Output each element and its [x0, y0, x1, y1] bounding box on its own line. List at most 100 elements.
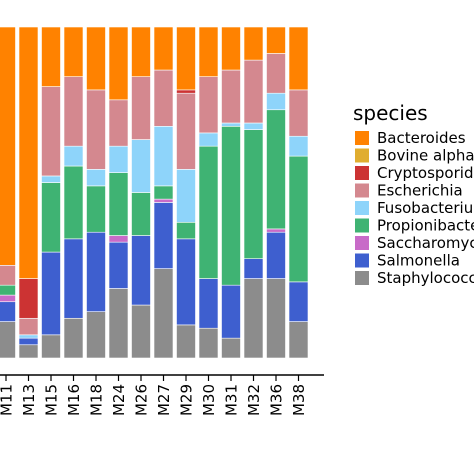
bar-segment-m18-escherichia: [86, 89, 106, 170]
bar-segment-m36-escherichia: [266, 53, 286, 94]
bar-segment-m30-bacteroides: [198, 26, 219, 77]
bar-segment-m27-escherichia: [153, 69, 174, 127]
legend-swatch-salmonella: [355, 253, 369, 268]
bar-segment-m27-saccharomyces: [153, 198, 174, 203]
bar-segment-m11-salmonella: [0, 301, 16, 322]
bar-segment-m32-bacteroides: [243, 26, 264, 61]
legend-title: species: [353, 101, 428, 125]
bar-segment-m29-escherichia: [176, 92, 196, 170]
x-tick-label-m24: M24: [110, 384, 128, 416]
bar-segment-m18-fusobacterium: [86, 169, 106, 187]
bar-segment-m36-propionibacterium: [266, 109, 286, 230]
legend-label-escherichia: Escherichia: [377, 182, 463, 200]
legend-label-propionibacterium: Propionibacterium: [377, 217, 474, 235]
bar-segment-m11-saccharomyces: [0, 294, 16, 303]
bar-segment-m30-fusobacterium: [198, 132, 219, 147]
legend-swatch-propionibacterium: [355, 218, 369, 233]
legend-swatch-bovine-alphaherpesvirus: [355, 148, 369, 163]
x-tick-label-m32: M32: [245, 384, 263, 416]
bars-group: [0, 26, 309, 359]
bar-segment-m27-bacteroides: [153, 26, 174, 71]
bar-segment-m27-propionibacterium: [153, 185, 174, 200]
bar-segment-m16-staphylococcus: [63, 317, 84, 359]
bar-segment-m36-bacteroides: [266, 26, 286, 54]
x-ticks-group: M11 M13 M15 M16 M18 M24 M26 M27 M29 M30 M31 M32 M36 M…: [0, 375, 308, 416]
bar-segment-m36-salmonella: [266, 231, 286, 279]
bar-segment-m15-staphylococcus: [41, 334, 61, 359]
x-tick-label-m31: M31: [223, 384, 241, 416]
x-tick-label-m29: M29: [178, 384, 196, 416]
bar-segment-m30-staphylococcus: [198, 327, 219, 359]
bar-segment-m15-propionibacterium: [41, 182, 61, 253]
x-tick-label-m11: M11: [0, 384, 16, 416]
bar-segment-m32-escherichia: [243, 59, 264, 124]
bar-segment-m24-bacteroides: [108, 26, 129, 101]
bar-segment-m27-staphylococcus: [153, 268, 174, 359]
legend-swatch-escherichia: [355, 183, 369, 198]
bar-segment-m38-fusobacterium: [288, 135, 309, 157]
bar-segment-m13-bacteroides: [18, 26, 39, 279]
legend-label-bovine-alphaherpesvirus: Bovine alphaherpesvirus: [377, 147, 474, 165]
bar-segment-m38-bacteroides: [288, 26, 309, 91]
bar-segment-m13-cryptosporidium: [18, 278, 39, 319]
bar-segment-m18-propionibacterium: [86, 185, 106, 233]
bar-segment-m11-escherichia: [0, 265, 16, 286]
bar-segment-m15-salmonella: [41, 251, 61, 336]
x-tick-label-m16: M16: [65, 384, 83, 416]
bar-segment-m26-propionibacterium: [131, 192, 151, 236]
bar-segment-m11-staphylococcus: [0, 321, 16, 359]
x-tick-label-m13: M13: [20, 384, 38, 416]
bar-segment-m27-salmonella: [153, 202, 174, 269]
legend-swatch-cryptosporidium: [355, 166, 369, 180]
bar-segment-m16-fusobacterium: [63, 145, 84, 167]
bar-segment-m29-fusobacterium: [176, 169, 196, 223]
bar-segment-m15-fusobacterium: [41, 175, 61, 183]
bar-segment-m13-escherichia: [18, 317, 39, 336]
x-tick-label-m26: M26: [133, 384, 151, 416]
bar-segment-m18-staphylococcus: [86, 311, 106, 359]
bar-segment-m16-propionibacterium: [63, 165, 84, 240]
bar-segment-m13-fusobacterium: [18, 334, 39, 339]
bar-segment-m36-staphylococcus: [266, 278, 286, 359]
bar-segment-m31-salmonella: [221, 284, 241, 339]
legend-label-saccharomyces: Saccharomyces: [377, 234, 474, 252]
x-tick-label-m30: M30: [200, 384, 218, 416]
bar-segment-m38-staphylococcus: [288, 321, 309, 359]
bar-segment-m31-fusobacterium: [221, 122, 241, 127]
legend-label-staphylococcus: Staphylococcus: [377, 269, 474, 287]
bar-segment-m15-bacteroides: [41, 26, 61, 87]
bar-segment-m30-propionibacterium: [198, 145, 219, 279]
bar-segment-m13-salmonella: [18, 337, 39, 346]
bar-segment-m38-propionibacterium: [288, 155, 309, 283]
bar-segment-m29-cryptosporidium: [176, 89, 196, 94]
bar-segment-m32-staphylococcus: [243, 278, 264, 359]
bar-segment-m26-escherichia: [131, 76, 151, 140]
bar-segment-m29-propionibacterium: [176, 221, 196, 240]
bar-segment-m24-staphylococcus: [108, 288, 129, 359]
bar-segment-m26-salmonella: [131, 235, 151, 306]
bar-segment-m31-bacteroides: [221, 26, 241, 71]
bar-segment-m29-staphylococcus: [176, 324, 196, 359]
bar-segment-m13-staphylococcus: [18, 344, 39, 359]
x-tick-label-m27: M27: [155, 384, 173, 416]
bar-segment-m30-escherichia: [198, 76, 219, 134]
bar-segment-m16-salmonella: [63, 238, 84, 319]
bar-segment-m36-fusobacterium: [266, 92, 286, 111]
bar-segment-m26-fusobacterium: [131, 139, 151, 193]
bar-segment-m32-propionibacterium: [243, 129, 264, 259]
bar-segment-m24-saccharomyces: [108, 235, 129, 243]
bar-segment-m32-salmonella: [243, 258, 264, 279]
legend-swatch-saccharomyces: [355, 236, 369, 250]
bar-segment-m18-salmonella: [86, 231, 106, 312]
legend-swatch-staphylococcus: [355, 271, 369, 285]
x-tick-label-m15: M15: [43, 384, 61, 416]
x-tick-label-m38: M38: [290, 384, 308, 416]
bar-segment-m32-fusobacterium: [243, 122, 264, 130]
bar-segment-m38-escherichia: [288, 89, 309, 137]
bar-segment-m26-staphylococcus: [131, 304, 151, 359]
x-tick-label-m36: M36: [268, 384, 286, 416]
legend-label-cryptosporidium: Cryptosporidium: [377, 164, 474, 182]
legend-label-fusobacterium: Fusobacterium: [377, 199, 474, 217]
